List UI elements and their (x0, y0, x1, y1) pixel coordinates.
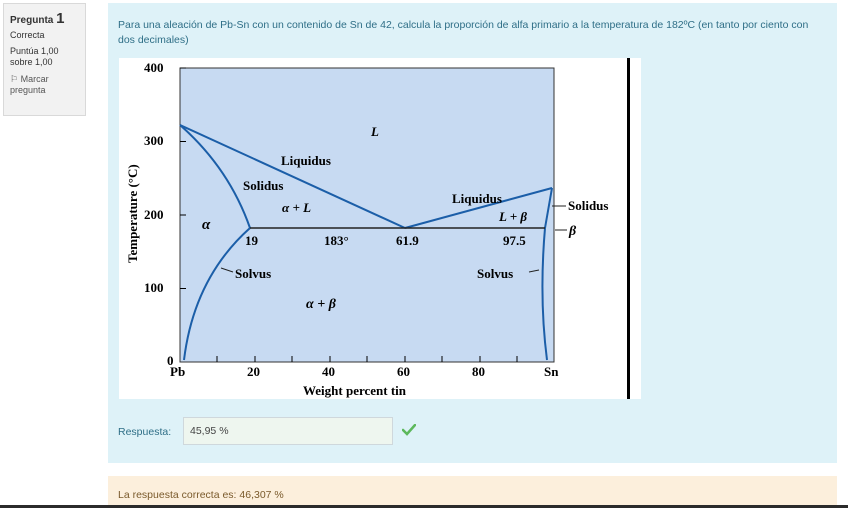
solidus-left-label: Solidus (243, 178, 283, 193)
region-label-alpha-L: α + L (282, 200, 311, 215)
question-label: Pregunta (10, 15, 54, 26)
region-label-alpha-beta: α + β (306, 297, 337, 312)
question-number: Pregunta 1 (10, 10, 79, 27)
x-tick-label: 40 (322, 364, 335, 379)
question-state: Correcta (10, 30, 45, 40)
y-tick-label: 300 (144, 133, 164, 148)
feedback-panel: La respuesta correcta es: 46,307 % (108, 476, 837, 508)
x-tick-label: 20 (247, 364, 260, 379)
question-content: Para una aleación de Pb-Sn con un conten… (108, 3, 837, 463)
x-tick-label: Pb (170, 364, 185, 379)
bottom-bar (0, 505, 848, 508)
checkmark-icon (401, 423, 417, 441)
answer-label: Respuesta: (118, 426, 172, 438)
liquidus-left-label: Liquidus (281, 153, 331, 168)
liquidus-right-line (404, 187, 553, 229)
solidus-left-curve (179, 124, 251, 229)
phase-boundaries (179, 124, 553, 361)
region-label-L: L (370, 124, 379, 139)
y-tick-labels: 400 300 200 100 0 (144, 60, 174, 368)
region-label-alpha: α (202, 217, 211, 233)
answer-input[interactable]: 45,95 % (183, 417, 393, 445)
question-number-value: 1 (56, 10, 65, 27)
x-tick-label: 60 (397, 364, 410, 379)
eutectic-label-97-5: 97.5 (503, 233, 526, 248)
y-tick-label: 200 (144, 207, 164, 222)
y-tick-label: 400 (144, 60, 164, 75)
x-axis-title: Weight percent tin (303, 383, 407, 398)
question-text: Para una aleación de Pb-Sn con un conten… (118, 19, 809, 46)
figure-border (627, 58, 630, 399)
solvus-left-label: Solvus (235, 266, 271, 281)
eutectic-label-19: 19 (245, 233, 259, 248)
phase-diagram: 400 300 200 100 0 Pb 20 40 60 80 Sn Weig… (125, 58, 630, 399)
correct-answer-text: La respuesta correcta es: 46,307 % (118, 489, 284, 501)
eutectic-label-61-9: 61.9 (396, 233, 419, 248)
label-leaders (220, 205, 567, 273)
liquidus-right-label: Liquidus (452, 191, 502, 206)
solidus-right-label: Solidus (568, 198, 608, 213)
y-axis-title: Temperature (°C) (125, 164, 140, 263)
region-label-beta: β (568, 224, 577, 239)
question-grade: Puntúa 1,00 sobre 1,00 (10, 46, 59, 67)
solvus-right-curve (541, 227, 548, 361)
solvus-right-label: Solvus (477, 266, 513, 281)
question-info-panel: Pregunta 1 Correcta Puntúa 1,00 sobre 1,… (3, 3, 86, 116)
y-axis-ticks (180, 67, 186, 289)
eutectic-label-183: 183° (324, 233, 349, 248)
phase-diagram-figure: 400 300 200 100 0 Pb 20 40 60 80 Sn Weig… (119, 58, 641, 399)
y-tick-label: 100 (144, 280, 164, 295)
y-tick-label: 0 (167, 353, 174, 368)
flag-question-label: Marcar pregunta (10, 74, 49, 95)
region-label-L-beta: L + β (498, 209, 527, 224)
flag-icon: ⚐ (10, 74, 19, 84)
solidus-right-line (544, 187, 553, 229)
x-axis-ticks (216, 356, 518, 362)
flag-question-link[interactable]: ⚐ Marcar pregunta (10, 74, 79, 96)
x-tick-labels: Pb 20 40 60 80 Sn (170, 364, 559, 379)
region-labels: L Liquidus Solidus α + L α Liquidus L + … (202, 124, 608, 312)
x-tick-label: Sn (544, 364, 559, 379)
plot-area (179, 67, 555, 363)
solvus-left-curve (183, 227, 251, 361)
x-tick-label: 80 (472, 364, 485, 379)
liquidus-left-line (179, 124, 406, 229)
